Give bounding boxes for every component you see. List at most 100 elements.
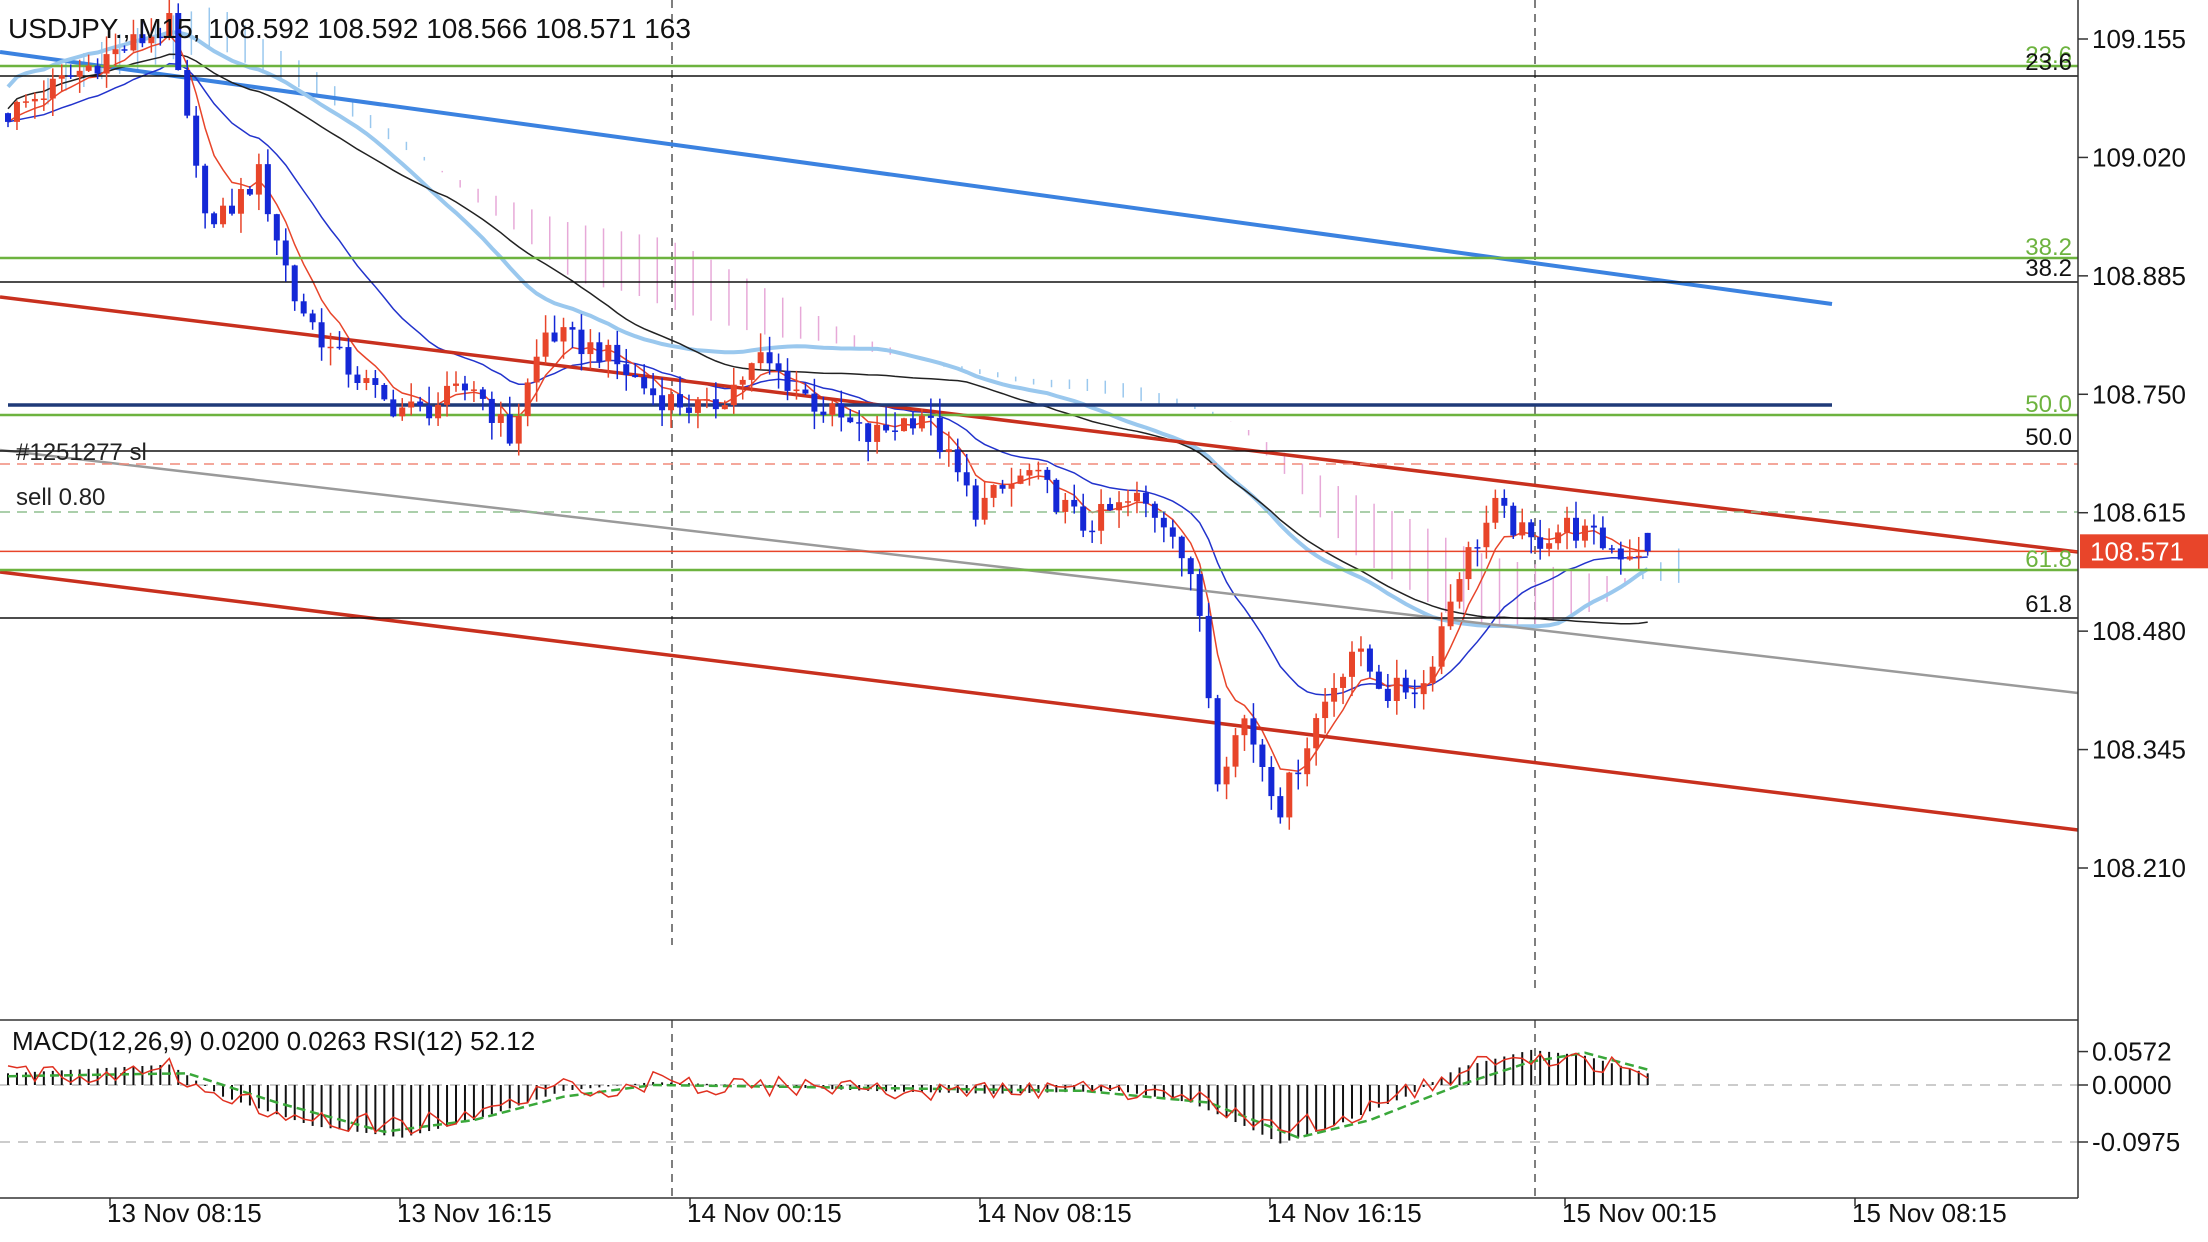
candle-body [1429,666,1436,684]
time-tick-label: 14 Nov 00:15 [687,1198,842,1228]
candle-body [524,382,531,417]
channel-lower-line[interactable] [0,570,2079,832]
candle-body [1501,497,1508,506]
candle-body [1169,527,1176,537]
candle-body [13,101,20,122]
candle-body [1295,772,1302,775]
candle-body [650,388,657,396]
ema-blue-line [7,62,1648,696]
candle-body [1062,499,1069,512]
candle-body [1277,796,1284,818]
time-axis: 13 Nov 08:15 13 Nov 16:15 14 Nov 00:15 14 N… [107,1198,2007,1228]
candle-body [632,374,639,378]
candle-body [766,352,773,364]
price-axis: 109.155 109.020 108.885 108.750 108.615 108.4… [2078,24,2208,1157]
candle-body [1223,766,1230,785]
channel-mid-line[interactable] [0,448,2079,695]
candle-body [246,189,253,195]
candle-body [237,189,244,214]
macd-signal-line [7,1051,1649,1139]
candle-body [211,213,218,225]
candle-body [1205,615,1212,699]
candle-body [1089,530,1096,533]
candle-body [1357,648,1364,652]
candle-body [739,379,746,385]
candle-body [1626,556,1633,560]
candle-body [166,13,173,38]
time-tick-label: 15 Nov 08:15 [1852,1198,2007,1228]
candle-body [5,113,11,122]
fib-label-black: 61.8 [2025,591,2072,618]
candle-body [1465,547,1472,580]
candle-body [945,449,952,453]
candle-body [954,449,961,473]
candle-body [1116,502,1123,511]
fib-label-green: 61.8 [2025,546,2072,573]
candle-body [372,378,379,385]
price-tick-label: 108.885 [2092,261,2186,291]
fib-label-green: 50.0 [2025,391,2072,418]
candle-body [255,164,262,195]
current-price-badge [2080,534,2208,569]
candle-body [1196,574,1203,616]
candle-body [999,485,1006,489]
candle-body [623,364,630,375]
candle-body [1304,748,1311,775]
candle-body [560,327,567,342]
sma-medium-line [6,30,1649,629]
candle-body [883,424,890,431]
candle-body [1537,537,1544,549]
candle-body [1438,626,1445,667]
candle-body [1178,536,1185,559]
candle-body [435,404,442,419]
sell-order-label[interactable]: sell 0.80 [16,484,105,511]
candle-body [1617,548,1624,560]
fib-label-green: 23.6 [2025,42,2072,69]
candle-body [399,407,406,417]
price-tick-label: 108.210 [2092,853,2186,883]
candle-body [1160,517,1167,528]
candle-body [685,407,692,413]
price-tick-label: 108.750 [2092,379,2186,409]
candle-body [1268,767,1275,797]
candle-body [76,70,83,77]
candle-body [1232,735,1239,767]
candle-body [1250,718,1257,745]
candle-body [130,34,137,51]
candle-body [703,399,710,401]
candle-body [578,329,585,355]
candle-body [542,332,549,357]
candle-body [220,205,227,225]
candle-body [488,398,495,423]
candle-body [184,70,191,116]
candle-body [1241,718,1248,736]
candle-body [461,383,468,391]
macd-title: MACD(12,26,9) 0.0200 0.0263 RSI(12) 52.1… [12,1026,535,1056]
candle-body [345,347,352,375]
candle-body [444,385,451,405]
candle-body [865,423,872,442]
candle-body [694,400,701,413]
price-tick-label: 109.020 [2092,142,2186,172]
candle-body [1331,687,1338,702]
stop-loss-label[interactable]: #1251277 sl [16,439,147,466]
candle-body [1411,692,1418,695]
candle-body [918,415,925,429]
candle-body [793,389,800,392]
candle-body [927,415,934,418]
candle-body [587,342,594,355]
candle-body [381,384,388,400]
candle-body [730,384,737,406]
candle-body [892,430,899,432]
candle-body [748,363,755,380]
candle-body [273,214,280,241]
candle-body [1322,701,1329,719]
candle-body [990,485,997,498]
fib-label-black: 50.0 [2025,424,2072,451]
candle-body [67,75,74,77]
candle-body [659,395,666,411]
candle-body [1375,671,1382,689]
channel-upper-line[interactable] [0,295,2079,554]
candlestick-series [5,0,1651,830]
